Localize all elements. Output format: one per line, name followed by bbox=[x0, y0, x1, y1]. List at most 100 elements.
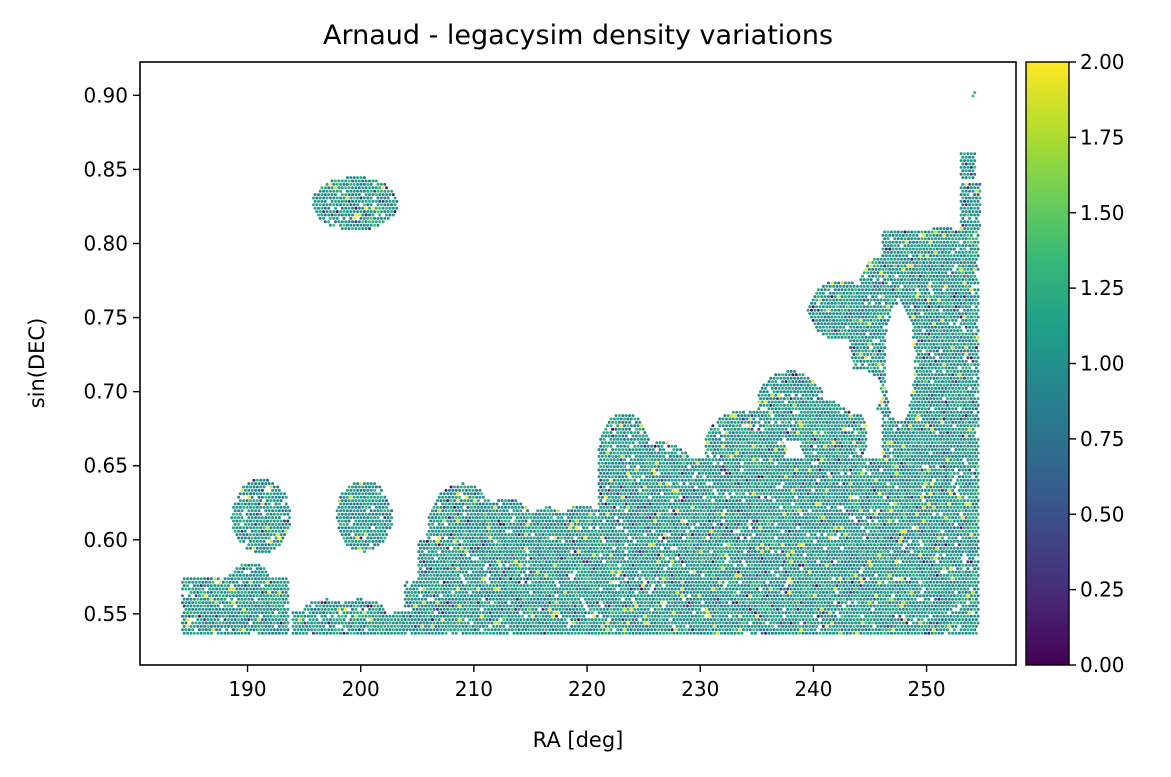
density-point bbox=[944, 244, 947, 247]
density-point bbox=[632, 489, 635, 492]
density-point bbox=[611, 421, 614, 424]
density-point bbox=[929, 248, 932, 251]
density-point bbox=[846, 475, 849, 478]
density-point bbox=[713, 435, 716, 438]
density-point bbox=[977, 200, 980, 203]
density-point bbox=[953, 431, 956, 434]
density-point bbox=[949, 458, 952, 461]
density-point bbox=[898, 241, 901, 244]
density-point bbox=[820, 316, 823, 319]
density-point bbox=[919, 438, 922, 441]
density-point bbox=[851, 424, 854, 427]
density-point bbox=[878, 268, 881, 271]
density-point bbox=[810, 431, 813, 434]
density-point bbox=[603, 452, 606, 455]
density-point bbox=[684, 499, 687, 502]
density-point bbox=[975, 299, 978, 302]
density-point bbox=[914, 312, 917, 315]
density-point bbox=[943, 302, 946, 305]
density-point bbox=[972, 380, 975, 383]
density-point bbox=[939, 343, 942, 346]
density-point bbox=[847, 288, 850, 291]
density-point bbox=[739, 424, 742, 427]
density-point bbox=[977, 241, 980, 244]
density-point bbox=[915, 479, 918, 482]
density-point bbox=[650, 479, 653, 482]
density-point bbox=[688, 499, 691, 502]
density-point bbox=[975, 305, 978, 308]
density-point bbox=[776, 452, 779, 455]
density-point bbox=[885, 465, 888, 468]
density-point bbox=[875, 322, 878, 325]
density-point bbox=[938, 394, 941, 397]
density-point bbox=[905, 418, 908, 421]
density-point bbox=[802, 414, 805, 417]
density-point bbox=[366, 190, 369, 193]
density-point bbox=[873, 489, 876, 492]
density-point bbox=[613, 418, 616, 421]
density-point bbox=[693, 482, 696, 485]
density-point bbox=[910, 299, 913, 302]
density-point bbox=[917, 292, 920, 295]
density-point bbox=[949, 452, 952, 455]
density-point bbox=[966, 309, 969, 312]
density-point bbox=[739, 486, 742, 489]
density-point bbox=[812, 312, 815, 315]
density-point bbox=[609, 438, 612, 441]
density-point bbox=[839, 312, 842, 315]
density-point bbox=[252, 479, 255, 482]
density-point bbox=[606, 492, 609, 495]
density-point bbox=[927, 244, 930, 247]
density-point bbox=[941, 482, 944, 485]
density-point bbox=[611, 435, 614, 438]
density-point bbox=[825, 462, 828, 465]
density-point bbox=[332, 183, 335, 186]
density-point bbox=[630, 499, 633, 502]
density-point bbox=[849, 469, 852, 472]
density-point bbox=[711, 472, 714, 475]
density-point bbox=[948, 387, 951, 390]
density-point bbox=[363, 482, 366, 485]
density-point bbox=[786, 384, 789, 387]
density-point bbox=[844, 418, 847, 421]
density-point bbox=[343, 217, 346, 220]
density-point bbox=[888, 424, 891, 427]
density-point bbox=[837, 418, 840, 421]
density-point bbox=[871, 356, 874, 359]
density-point bbox=[909, 452, 912, 455]
density-point bbox=[326, 210, 329, 213]
density-point bbox=[956, 295, 959, 298]
density-point bbox=[863, 421, 866, 424]
density-point bbox=[876, 353, 879, 356]
density-point bbox=[317, 193, 320, 196]
density-point bbox=[830, 322, 833, 325]
density-point bbox=[365, 492, 368, 495]
density-point bbox=[643, 452, 646, 455]
density-point bbox=[737, 421, 740, 424]
density-point bbox=[892, 295, 895, 298]
density-point bbox=[941, 401, 944, 404]
density-point bbox=[824, 424, 827, 427]
density-point bbox=[960, 186, 963, 189]
density-point bbox=[970, 472, 973, 475]
density-point bbox=[965, 319, 968, 322]
density-point bbox=[820, 499, 823, 502]
density-point bbox=[972, 244, 975, 247]
density-point bbox=[786, 404, 789, 407]
density-point bbox=[912, 254, 915, 257]
density-point bbox=[927, 278, 930, 281]
density-point bbox=[885, 486, 888, 489]
density-point bbox=[715, 465, 718, 468]
density-point bbox=[875, 363, 878, 366]
density-point bbox=[960, 268, 963, 271]
density-point bbox=[611, 462, 614, 465]
density-point bbox=[715, 438, 718, 441]
density-point bbox=[776, 499, 779, 502]
density-point bbox=[239, 492, 242, 495]
density-point bbox=[817, 397, 820, 400]
density-point bbox=[793, 492, 796, 495]
density-point bbox=[623, 452, 626, 455]
density-point bbox=[880, 475, 883, 478]
density-point bbox=[671, 492, 674, 495]
density-point bbox=[847, 486, 850, 489]
